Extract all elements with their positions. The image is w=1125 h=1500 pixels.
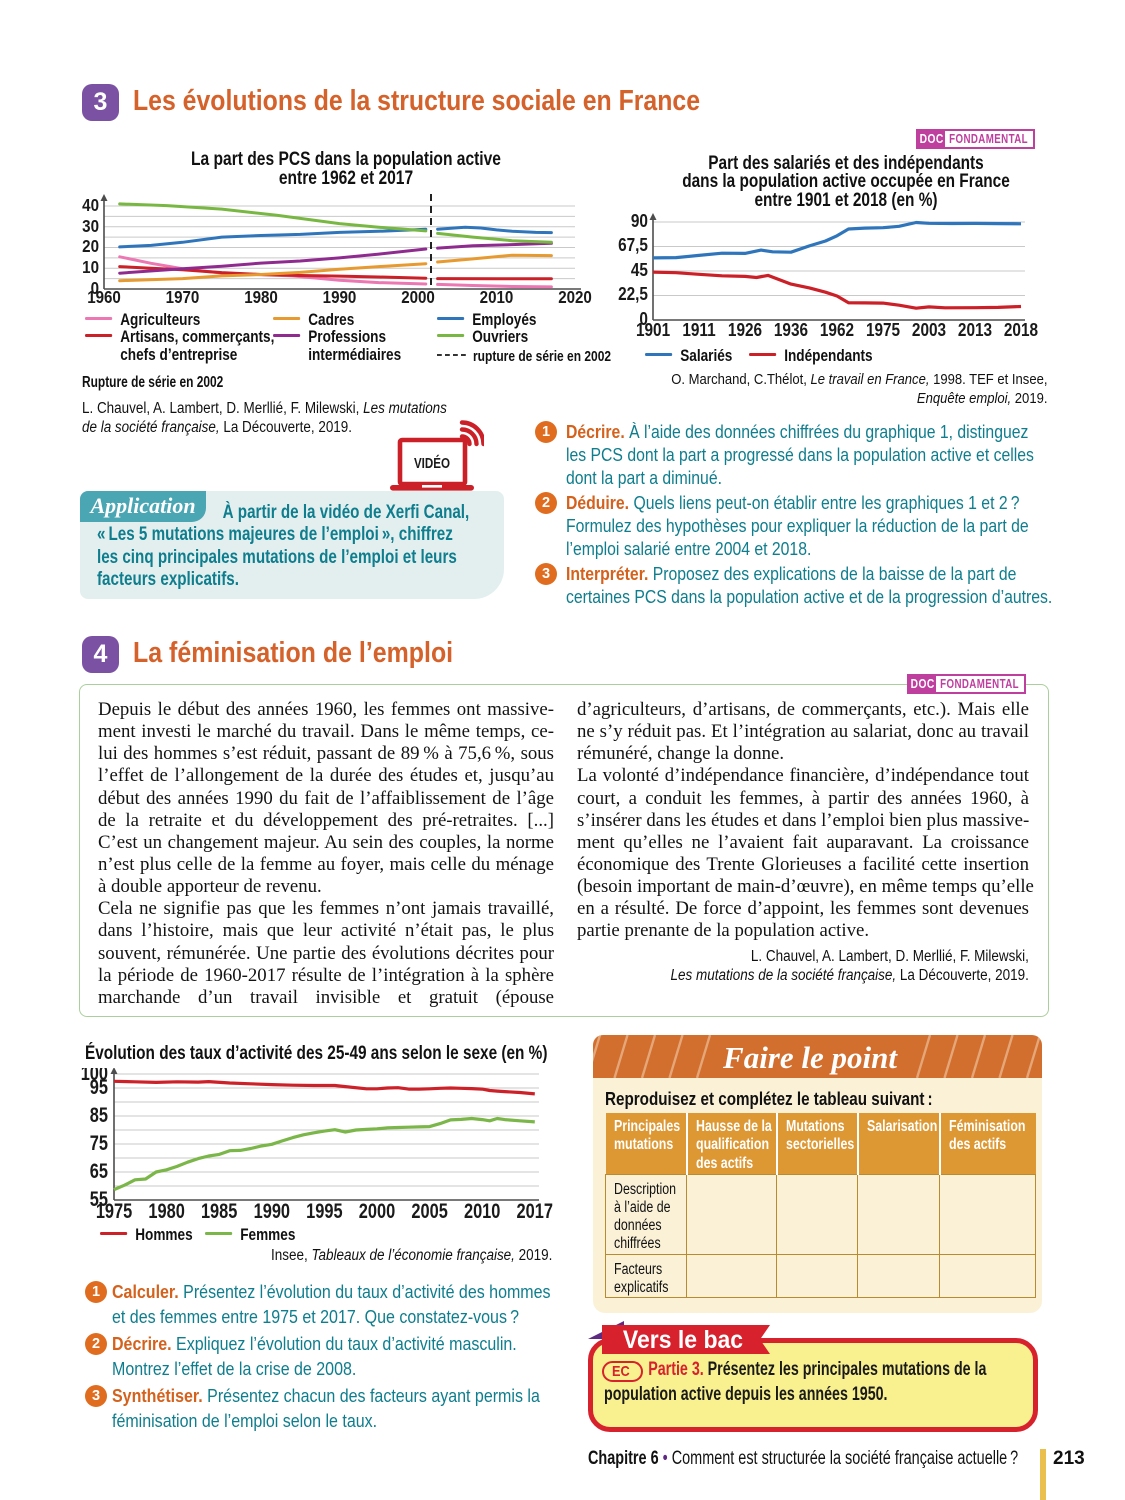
svg-text:1995: 1995	[306, 1199, 342, 1222]
svg-text:2020: 2020	[558, 287, 592, 308]
svg-text:1970: 1970	[166, 287, 200, 308]
svg-text:1985: 1985	[201, 1199, 237, 1222]
svg-text:22,5: 22,5	[618, 284, 648, 305]
svg-text:2000: 2000	[359, 1199, 395, 1222]
svg-text:VIDÉO: VIDÉO	[414, 455, 450, 472]
svg-text:100: 100	[81, 1068, 108, 1084]
svg-text:1936: 1936	[774, 320, 808, 341]
svg-text:2000: 2000	[401, 287, 435, 308]
svg-text:1980: 1980	[148, 1199, 184, 1222]
svg-text:1926: 1926	[728, 320, 762, 341]
svg-text:2013: 2013	[958, 320, 992, 341]
svg-text:10: 10	[82, 257, 99, 278]
svg-text:95: 95	[90, 1075, 108, 1098]
svg-text:0: 0	[91, 278, 99, 299]
svg-text:1990: 1990	[254, 1199, 290, 1222]
svg-text:30: 30	[82, 216, 99, 237]
svg-text:Vers le bac: Vers le bac	[623, 1326, 743, 1354]
svg-text:1911: 1911	[682, 320, 715, 341]
svg-text:0: 0	[639, 309, 648, 330]
svg-text:67,5: 67,5	[618, 235, 648, 256]
svg-text:1901: 1901	[636, 320, 670, 341]
svg-text:1975: 1975	[866, 320, 900, 341]
svg-text:2017: 2017	[517, 1199, 553, 1222]
svg-text:90: 90	[631, 211, 648, 232]
svg-text:1975: 1975	[96, 1199, 132, 1222]
svg-text:55: 55	[90, 1187, 108, 1210]
svg-text:2010: 2010	[480, 287, 514, 308]
svg-text:1980: 1980	[244, 287, 278, 308]
svg-text:1960: 1960	[87, 287, 121, 308]
svg-text:2003: 2003	[912, 320, 946, 341]
svg-text:2018: 2018	[1004, 320, 1038, 341]
svg-text:1962: 1962	[820, 320, 854, 341]
svg-text:1990: 1990	[323, 287, 357, 308]
svg-text:65: 65	[90, 1159, 108, 1182]
svg-text:2010: 2010	[464, 1199, 500, 1222]
svg-text:2005: 2005	[411, 1199, 447, 1222]
svg-text:Faire le point: Faire le point	[722, 1040, 898, 1075]
svg-text:45: 45	[631, 260, 648, 281]
svg-text:75: 75	[90, 1131, 108, 1154]
svg-text:85: 85	[90, 1103, 108, 1126]
svg-text:20: 20	[82, 236, 99, 257]
svg-text:40: 40	[82, 195, 99, 216]
